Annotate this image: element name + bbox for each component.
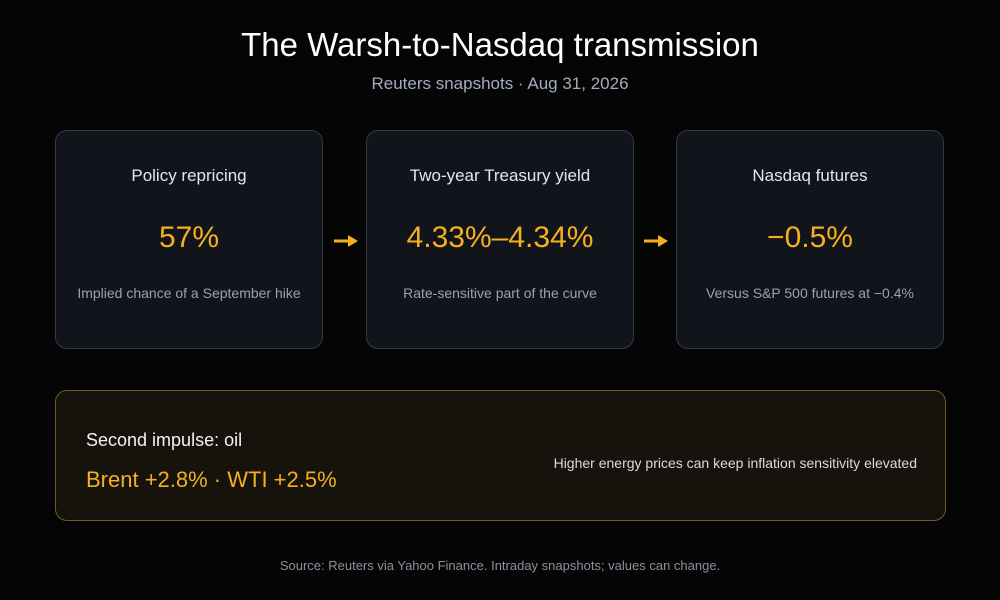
card-value: −0.5%: [767, 221, 853, 254]
page-subtitle: Reuters snapshots · Aug 31, 2026: [371, 74, 629, 93]
card-label: Policy repricing: [131, 166, 247, 185]
card-nasdaq-futures: Nasdaq futures −0.5% Versus S&P 500 futu…: [676, 130, 944, 349]
card-label: Two-year Treasury yield: [409, 166, 591, 185]
source-note: Source: Reuters via Yahoo Finance. Intra…: [279, 558, 721, 573]
card-note: Implied chance of a September hike: [77, 285, 301, 301]
card-policy-repricing: Policy repricing 57% Implied chance of a…: [55, 130, 323, 349]
card-value: 4.33%–4.34%: [406, 221, 594, 254]
card-note: Versus S&P 500 futures at −0.4%: [706, 285, 914, 301]
impulse-note: Higher energy prices can keep inflation …: [553, 455, 917, 471]
page-title: The Warsh-to-Nasdaq transmission: [241, 26, 759, 63]
arrow-right-icon: [334, 235, 358, 247]
oil-impulse-panel: Second impulse: oil Brent +2.8% · WTI +2…: [55, 390, 946, 521]
card-label: Nasdaq futures: [752, 166, 868, 185]
impulse-label: Second impulse: oil: [86, 430, 243, 450]
card-value: 57%: [158, 221, 220, 254]
card-note: Rate-sensitive part of the curve: [403, 285, 597, 301]
arrow-right-icon: [644, 235, 668, 247]
card-two-year-treasury-yield: Two-year Treasury yield 4.33%–4.34% Rate…: [366, 130, 634, 349]
impulse-value: Brent +2.8% · WTI +2.5%: [86, 467, 337, 492]
